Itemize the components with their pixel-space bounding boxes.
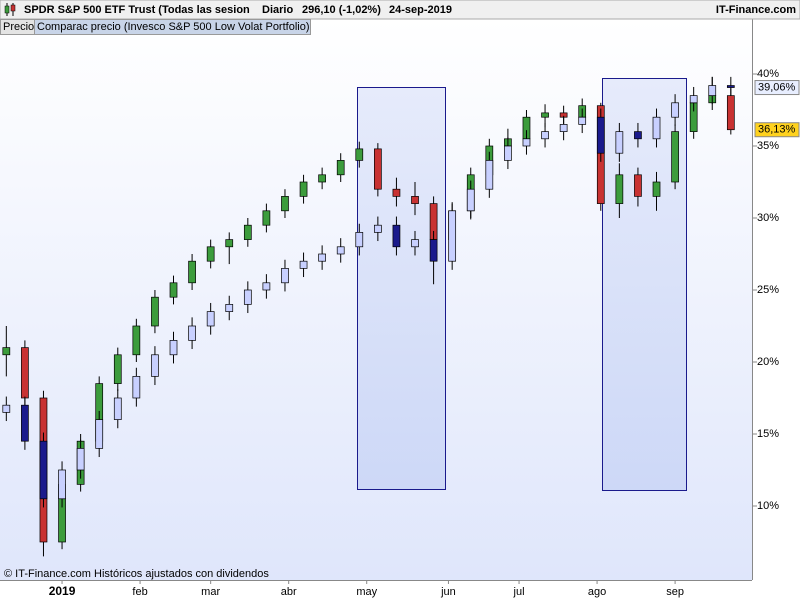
x-tick-label: jul xyxy=(513,586,525,598)
candle-body xyxy=(671,102,679,118)
candle-body xyxy=(318,174,326,183)
tab[interactable] xyxy=(34,19,311,35)
candle-body xyxy=(392,188,401,197)
y-tick-label: 25% xyxy=(757,284,779,296)
footer: © IT-Finance.com Históricos ajustados co… xyxy=(4,568,269,580)
candle-body xyxy=(336,160,345,176)
candle-body xyxy=(95,419,104,449)
candle-body xyxy=(541,131,549,140)
x-tick-label: 2019 xyxy=(49,584,76,598)
x-tick-label: abr xyxy=(281,586,297,598)
candle-body xyxy=(206,311,215,327)
candle-body xyxy=(485,160,494,190)
candle-body xyxy=(132,325,141,356)
x-tick-label: may xyxy=(356,586,377,598)
candle-body xyxy=(132,376,141,399)
legend-entry[interactable]: Precio xyxy=(3,21,34,33)
y-tick-label: 40% xyxy=(757,68,779,80)
candle-body xyxy=(726,95,735,131)
last-value-box xyxy=(754,80,800,96)
candle-body xyxy=(281,196,289,212)
x-tick-label: sep xyxy=(666,586,684,598)
legend-entry[interactable]: Comparac precio (Invesco S&P 500 Low Vol… xyxy=(37,21,310,33)
y-tick-label: 20% xyxy=(757,356,779,368)
y-tick-label: 35% xyxy=(757,140,779,152)
candle-body xyxy=(58,469,66,500)
candle-body xyxy=(411,239,419,248)
candle-body xyxy=(355,232,364,248)
candle-body xyxy=(671,131,679,183)
source: IT-Finance.com xyxy=(716,4,796,16)
candle-body xyxy=(504,145,512,161)
candle-body xyxy=(578,116,587,125)
chart-title: SPDR S&P 500 ETF Trust (Todas las sesion xyxy=(24,4,250,16)
header-icon xyxy=(4,3,16,16)
candle-body xyxy=(355,148,364,161)
candle-body xyxy=(21,347,29,399)
candle-body xyxy=(652,181,661,197)
candle-body xyxy=(262,282,271,291)
candle-body xyxy=(634,131,642,140)
candle-body xyxy=(21,404,29,442)
candle-body xyxy=(169,282,178,298)
candle-body xyxy=(262,210,271,226)
candle-body xyxy=(615,174,624,204)
candle-body xyxy=(374,224,382,233)
candle-body xyxy=(151,296,159,327)
candle-body xyxy=(634,174,642,197)
candle-body xyxy=(374,148,382,190)
candle-body xyxy=(596,116,605,154)
candle-body xyxy=(113,354,122,384)
candle-body xyxy=(299,181,308,197)
header-bar xyxy=(0,0,800,20)
candle-body xyxy=(466,188,475,212)
candle-body xyxy=(76,448,85,471)
candle-body xyxy=(169,340,178,356)
candle-body xyxy=(559,124,568,132)
price-label: 296,10 (-1,02%) xyxy=(302,4,381,16)
date: 24-sep-2019 xyxy=(389,4,452,16)
y-tick-label: 30% xyxy=(757,212,779,224)
highlight-box xyxy=(357,87,446,490)
candle-body xyxy=(541,112,549,118)
x-tick-label: feb xyxy=(132,586,147,598)
x-tick-label: jun xyxy=(440,586,456,598)
candle-body xyxy=(243,224,252,240)
x-tick-label: mar xyxy=(201,586,220,598)
candle-body xyxy=(392,224,401,248)
candle-body xyxy=(429,239,438,262)
candle-body xyxy=(689,95,698,104)
candle-body xyxy=(225,239,234,248)
last-value-box xyxy=(754,122,800,138)
candle-body xyxy=(708,85,717,96)
candle-body xyxy=(151,354,159,377)
candle-body xyxy=(318,253,326,262)
candle-body xyxy=(188,325,196,341)
candle-body xyxy=(726,85,735,88)
candle-body xyxy=(336,246,345,255)
last-value-label: 39,06% xyxy=(758,81,796,93)
candle-body xyxy=(2,404,11,413)
candle-body xyxy=(113,397,122,420)
candle-body xyxy=(2,347,11,356)
candle-body xyxy=(188,260,196,284)
y-tick-label: 10% xyxy=(757,500,779,512)
candle-body xyxy=(652,116,661,140)
last-value-label: 36,13% xyxy=(758,124,796,136)
candle-body xyxy=(615,131,624,154)
candle-body xyxy=(411,196,419,204)
period: Diario xyxy=(262,4,293,16)
candle-body xyxy=(225,304,234,312)
candle-body xyxy=(206,246,215,262)
x-tick-label: ago xyxy=(588,586,606,598)
candle-body xyxy=(39,440,48,500)
candle-body xyxy=(243,289,252,305)
candle-body xyxy=(299,260,308,269)
candle-body xyxy=(281,268,289,284)
candle-body xyxy=(448,210,457,262)
y-tick-label: 15% xyxy=(757,428,779,440)
candle-body xyxy=(522,138,531,147)
